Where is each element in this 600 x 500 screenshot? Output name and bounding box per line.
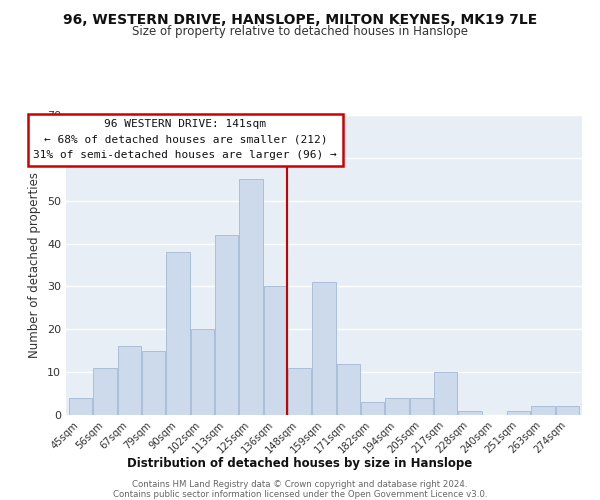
Y-axis label: Number of detached properties: Number of detached properties: [28, 172, 41, 358]
Bar: [434, 372, 457, 415]
Bar: [94, 368, 116, 415]
Bar: [556, 406, 579, 415]
Text: Contains public sector information licensed under the Open Government Licence v3: Contains public sector information licen…: [113, 490, 487, 499]
Bar: [532, 406, 554, 415]
Bar: [191, 330, 214, 415]
Text: Size of property relative to detached houses in Hanslope: Size of property relative to detached ho…: [132, 25, 468, 38]
Bar: [458, 410, 482, 415]
Bar: [264, 286, 287, 415]
Text: Distribution of detached houses by size in Hanslope: Distribution of detached houses by size …: [127, 458, 473, 470]
Bar: [118, 346, 141, 415]
Text: 96 WESTERN DRIVE: 141sqm
← 68% of detached houses are smaller (212)
31% of semi-: 96 WESTERN DRIVE: 141sqm ← 68% of detach…: [34, 120, 337, 160]
Bar: [385, 398, 409, 415]
Bar: [337, 364, 360, 415]
Bar: [313, 282, 335, 415]
Text: Contains HM Land Registry data © Crown copyright and database right 2024.: Contains HM Land Registry data © Crown c…: [132, 480, 468, 489]
Bar: [361, 402, 384, 415]
Bar: [410, 398, 433, 415]
Bar: [142, 350, 165, 415]
Bar: [166, 252, 190, 415]
Text: 96, WESTERN DRIVE, HANSLOPE, MILTON KEYNES, MK19 7LE: 96, WESTERN DRIVE, HANSLOPE, MILTON KEYN…: [63, 12, 537, 26]
Bar: [239, 180, 263, 415]
Bar: [215, 235, 238, 415]
Bar: [69, 398, 92, 415]
Bar: [288, 368, 311, 415]
Bar: [507, 410, 530, 415]
